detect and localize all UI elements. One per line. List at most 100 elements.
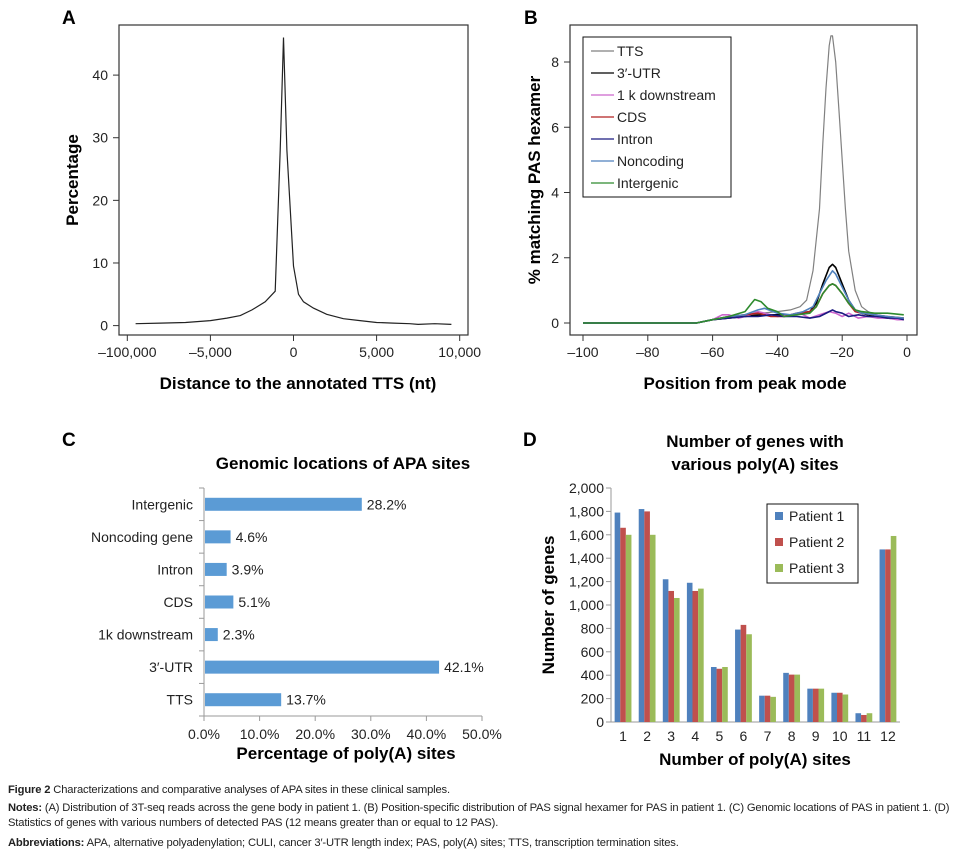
panel-d-bar-patient-2	[692, 590, 699, 722]
panel-d-bars	[614, 509, 897, 722]
panel-d-x-tick-label: 3	[667, 728, 675, 744]
panel-c-category-label: 3′-UTR	[149, 659, 193, 675]
panel-d-y-tick-label: 1,600	[569, 527, 604, 543]
panel-d-bar-patient-3	[625, 534, 632, 722]
panel-b-x-tick-label: 0	[903, 344, 911, 360]
panel-d-legend-label: Patient 3	[789, 560, 844, 576]
panel-b-y-ticks: 0 2 4 6 8	[551, 54, 570, 331]
panel-d-y-tick-label: 1,400	[569, 550, 604, 566]
panel-c-x-tick-label: 0.0%	[188, 726, 220, 742]
panel-d-legend-label: Patient 1	[789, 508, 844, 524]
panel-a-y-tick-label: 20	[92, 192, 108, 208]
panel-c-bar	[205, 660, 440, 674]
panel-d-y-axis-label: Number of genes	[539, 536, 558, 675]
panel-b-frame	[569, 24, 918, 336]
panel-d-x-tick-label: 2	[643, 728, 651, 744]
panel-c-category-label: Noncoding gene	[91, 529, 193, 545]
panel-d-y-tick-label: 200	[581, 691, 605, 707]
panel-a-x-tick-label: –100,000	[98, 344, 157, 360]
panel-d-bar-patient-1	[855, 713, 862, 722]
panel-c-category-label: CDS	[163, 594, 193, 610]
panel-c-bar	[205, 693, 282, 707]
panel-c-value-label: 13.7%	[286, 692, 326, 708]
panel-a-x-tick-label: 5,000	[359, 344, 394, 360]
panel-d-bar-patient-2	[620, 527, 626, 722]
panel-a-x-tick-label: 0	[290, 344, 298, 360]
panel-b-y-tick-label: 0	[551, 315, 559, 331]
panel-c-axes: 0.0% 10.0% 20.0% 30.0% 40.0% 50.0%	[188, 487, 502, 742]
panel-a-lines	[135, 37, 452, 326]
panel-label-c: C	[62, 430, 76, 451]
panel-d-y-tick-label: 1,000	[569, 597, 604, 613]
panel-d-legend-swatch	[775, 512, 783, 520]
panel-d-bar-patient-1	[831, 692, 837, 722]
abbreviations-label: Abbreviations:	[8, 837, 85, 849]
panel-d-bar-patient-1	[614, 512, 621, 722]
panel-d-y-tick-label: 800	[581, 620, 605, 636]
panel-d-bar-patient-3	[818, 688, 825, 722]
panel-d-y-tick-label: 2,000	[569, 480, 604, 496]
panel-b-lines	[583, 35, 904, 324]
panel-c-x-axis-label: Percentage of poly(A) sites	[236, 744, 455, 763]
panel-b-x-ticks: –100 –80 –60 –40 –20 0	[567, 335, 911, 360]
panel-d-legend-label: Patient 2	[789, 534, 844, 550]
panel-c-x-tick-label: 30.0%	[351, 726, 391, 742]
panel-b-y-tick-label: 6	[551, 119, 559, 135]
panel-label-b: B	[524, 8, 538, 29]
figure-caption-notes: Notes: (A) Distribution of 3T-seq reads …	[8, 801, 963, 831]
notes-label: Notes:	[8, 802, 42, 814]
panel-label-d: D	[523, 430, 537, 451]
panel-d-bar-patient-3	[794, 674, 801, 722]
panel-c-bars: Intergenic 28.2% Noncoding gene 4.6% Intron 3…	[91, 496, 484, 707]
panel-c-value-label: 2.3%	[223, 627, 255, 643]
panel-c-bar	[205, 562, 227, 576]
panel-c-category-label: TTS	[167, 692, 193, 708]
panel-b-y-tick-label: 4	[551, 185, 559, 201]
panel-b-legend-label: 1 k downstream	[617, 87, 716, 103]
panel-c-chart: Genomic locations of APA sites 0.0% 10.0%…	[91, 454, 502, 763]
panel-a-y-tick-label: 30	[92, 130, 108, 146]
panel-label-a: A	[62, 8, 76, 29]
panel-d-bar-patient-3	[770, 696, 776, 722]
panel-d-y-tick-label: 400	[581, 667, 605, 683]
panel-a-y-ticks: 0 10 20 30 40	[92, 67, 119, 334]
panel-d-bar-patient-3	[674, 597, 680, 722]
panel-b-y-tick-label: 2	[551, 250, 559, 266]
panel-d-bar-patient-1	[686, 582, 693, 722]
panel-c-value-label: 3.9%	[232, 561, 264, 577]
panel-b-x-tick-label: –20	[831, 344, 855, 360]
panel-d-bar-patient-2	[885, 549, 891, 722]
panel-d-bar-patient-2	[716, 668, 723, 722]
panel-c-x-tick-label: 50.0%	[462, 726, 502, 742]
panel-c-bar	[205, 595, 234, 609]
panel-d-bar-patient-3	[722, 667, 728, 722]
figure-label: Figure 2	[8, 784, 51, 796]
panel-d-legend-swatch	[775, 564, 783, 572]
panel-b-legend: TTS 3′-UTR 1 k downstream CDS Intron Noncodin…	[582, 36, 732, 198]
panel-a-frame	[118, 24, 469, 336]
panel-b-x-tick-label: –100	[567, 344, 598, 360]
panel-b-x-tick-label: –40	[766, 344, 790, 360]
figure-caption-abbreviations: Abbreviations: APA, alternative polyaden…	[8, 836, 963, 851]
panel-d-x-tick-label: 1	[619, 728, 627, 744]
panel-d-bar-patient-1	[638, 509, 645, 722]
panel-d-bar-patient-3	[649, 534, 656, 722]
panel-d-legend-swatch	[775, 538, 783, 546]
panel-d-legend: Patient 1 Patient 2 Patient 3	[766, 503, 859, 584]
panel-d-y-tick-label: 0	[596, 714, 604, 730]
panel-d-bar-patient-1	[735, 629, 741, 722]
panel-c-value-label: 5.1%	[238, 594, 270, 610]
panel-d-bar-patient-2	[644, 511, 650, 722]
panel-b-x-tick-label: –60	[701, 344, 725, 360]
panel-d-bar-patient-2	[861, 714, 867, 722]
panel-c-category-label: Intergenic	[132, 496, 193, 512]
panel-c-x-tick-label: 20.0%	[295, 726, 335, 742]
panel-d-bar-patient-2	[812, 688, 819, 722]
panel-d-title-line-2: various poly(A) sites	[671, 455, 838, 474]
panel-d-bar-patient-3	[866, 713, 873, 722]
panel-a-x-ticks: –100,000 –5,000 0 5,000 10,000	[98, 335, 481, 360]
panel-d-x-tick-label: 8	[788, 728, 796, 744]
panel-c-value-label: 42.1%	[444, 659, 484, 675]
panel-d-x-tick-label: 10	[832, 728, 848, 744]
panel-d-x-tick-label: 7	[764, 728, 772, 744]
